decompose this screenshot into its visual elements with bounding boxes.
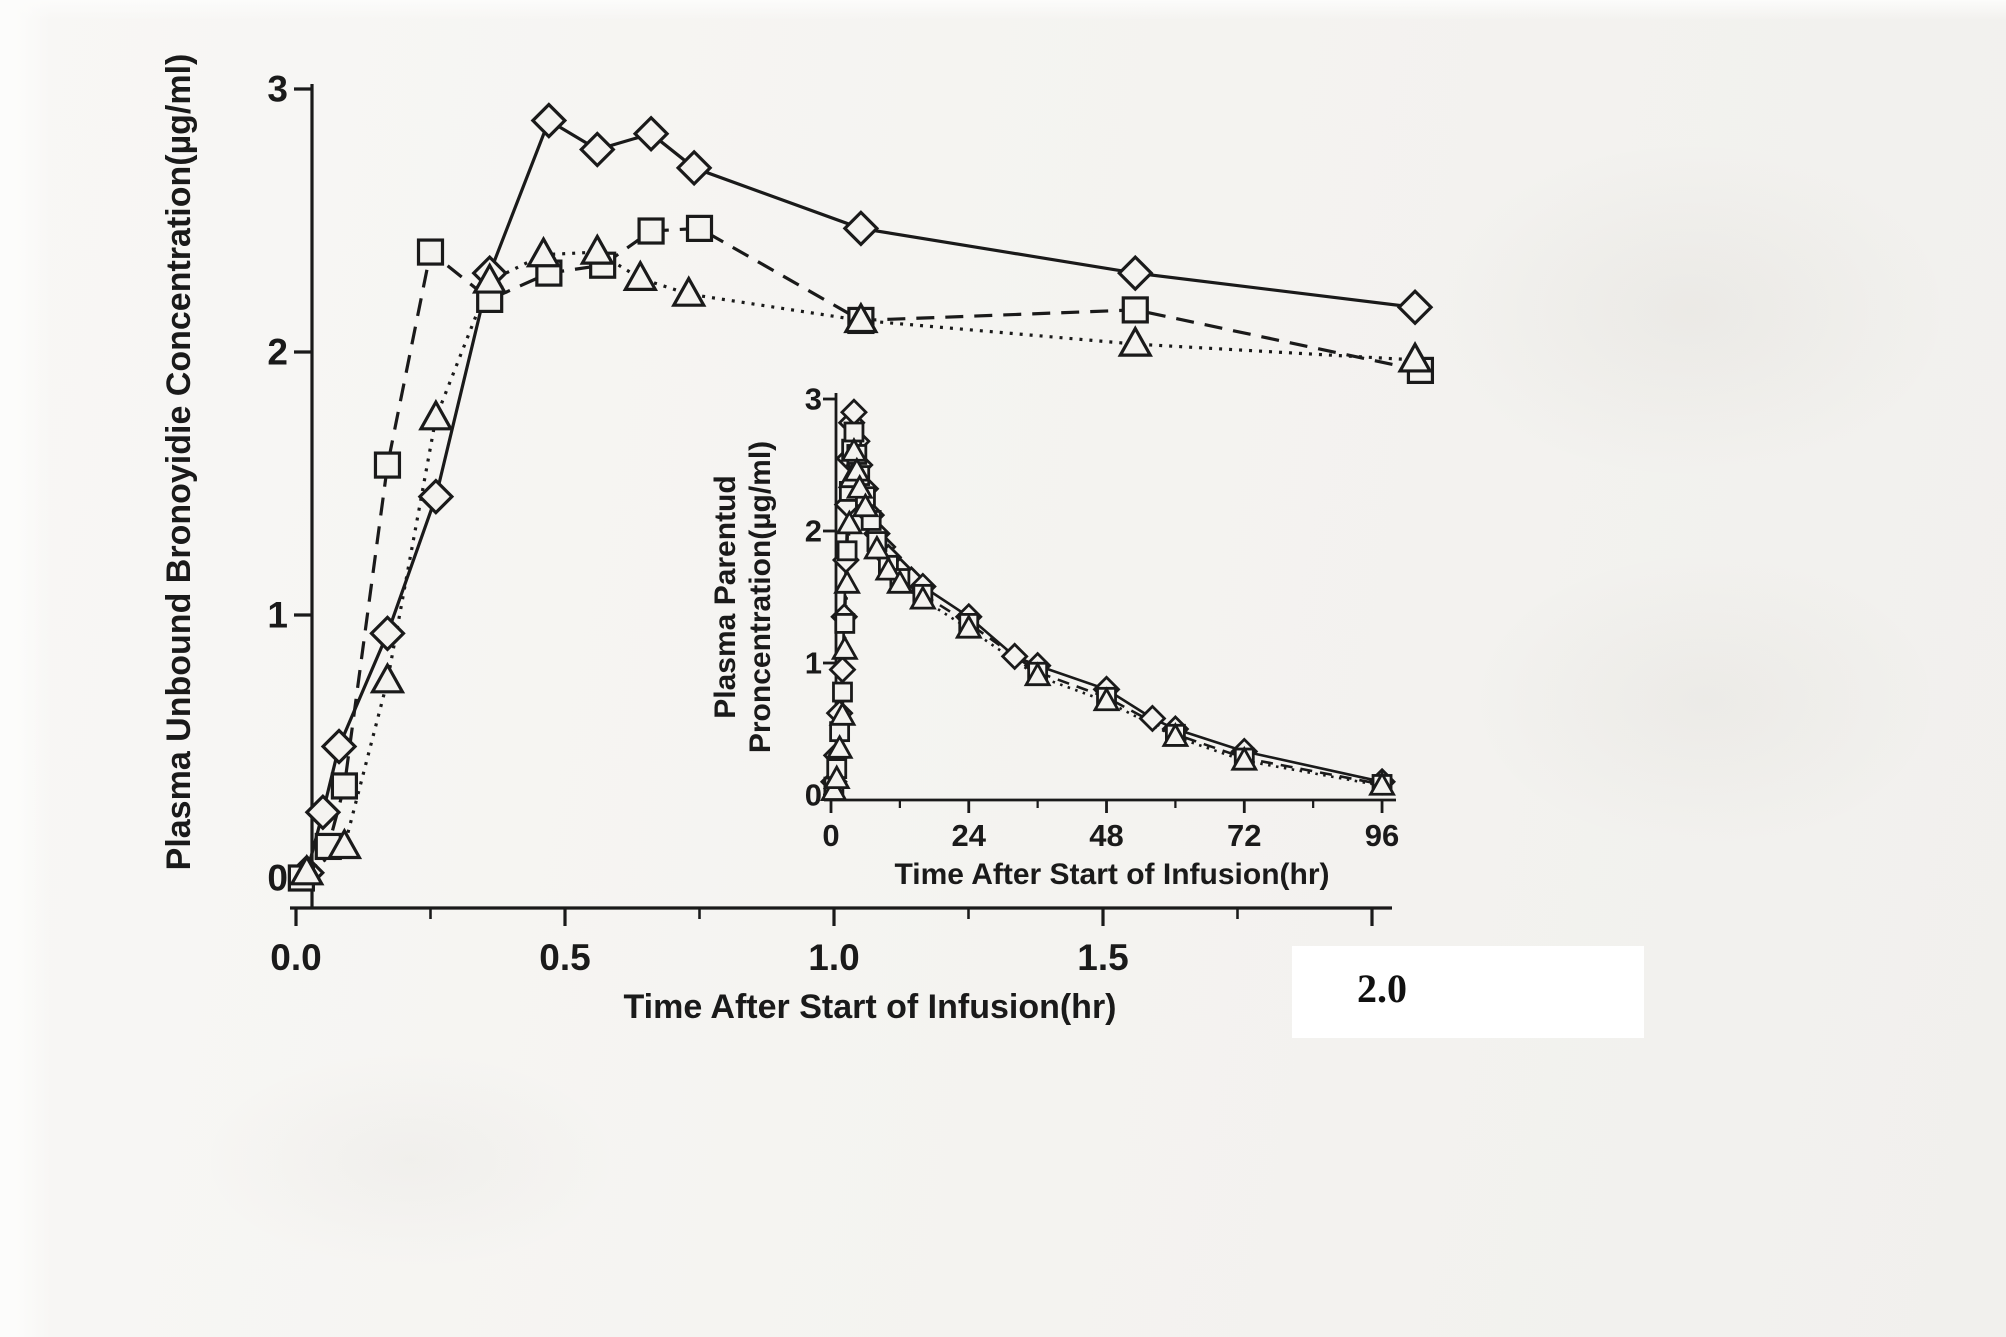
marker-triangle (1023, 661, 1052, 687)
marker-diamond (632, 115, 670, 152)
patch-overlay (1292, 946, 1644, 1038)
marker-triangle (471, 262, 508, 294)
marker-diamond (579, 131, 616, 168)
x-tick-label: 0 (822, 818, 839, 853)
marker-triangle (326, 827, 363, 860)
plots-layer: 0 1 2 3 0.0 0.5 1.0 1.5 0 1 2 3 0 24 48 72 96 (267, 69, 1435, 978)
marker-diamond (320, 728, 358, 765)
marker-triangle (835, 509, 864, 535)
marker-triangle (1161, 722, 1190, 747)
marker-triangle (671, 275, 707, 307)
chart-inset: 0 1 2 3 0 24 48 72 96 (805, 382, 1400, 853)
inset-y-axis-title-line1: Plasma Parentud (709, 475, 742, 718)
y-tick-label: 2 (805, 514, 822, 549)
marker-triangle (908, 584, 937, 610)
y-tick-label: 3 (805, 382, 822, 417)
marker-triangle (843, 301, 879, 334)
x-tick-label: 1.0 (808, 937, 859, 978)
series-line-square (832, 431, 1383, 788)
marker-square (330, 772, 359, 800)
marker-square (373, 451, 402, 479)
x-tick-label: 48 (1089, 818, 1123, 853)
y-tick-label: 0 (805, 778, 822, 813)
x-tick-label: 96 (1365, 818, 1399, 853)
marker-triangle (622, 259, 659, 292)
y-tick-label: 1 (267, 595, 288, 636)
marker-triangle (579, 233, 615, 265)
marker-triangle (845, 473, 874, 499)
marker-triangle (1117, 325, 1153, 357)
marker-diamond (675, 149, 713, 187)
marker-triangle (828, 700, 857, 726)
marker-diamond (828, 655, 857, 684)
marker-triangle (885, 568, 914, 594)
marker-triangle (819, 776, 848, 801)
marker-triangle (1368, 770, 1396, 796)
marker-square (416, 238, 445, 266)
marker-diamond (369, 615, 406, 652)
y-tick-label: 3 (267, 69, 288, 110)
marker-triangle (840, 436, 868, 462)
x-tick-label: 0.0 (270, 937, 321, 978)
marker-triangle (863, 534, 891, 560)
marker-triangle (1230, 745, 1259, 771)
marker-square (685, 214, 714, 242)
marker-square (637, 217, 665, 245)
marker-triangle (1092, 686, 1121, 712)
marker-triangle (825, 733, 854, 759)
y-tick-label: 1 (805, 646, 822, 681)
marker-diamond (1117, 254, 1154, 292)
marker-square (836, 540, 858, 562)
marker-triangle (418, 398, 454, 431)
x-tick-label: 72 (1227, 818, 1261, 853)
marker-square (832, 681, 853, 703)
main-x-axis-title: Time After Start of Infusion(hr) (624, 988, 1117, 1026)
marker-diamond (842, 210, 880, 247)
inset-y-axis-title-line2: Proncentration(µg/ml) (744, 441, 777, 753)
y-tick-label: 0 (267, 858, 288, 899)
series-line-triangle (832, 451, 1383, 792)
marker-diamond (1396, 289, 1434, 326)
chart-main: 0 1 2 3 0.0 0.5 1.0 1.5 (267, 69, 1435, 978)
marker-triangle (851, 492, 880, 518)
marker-square (834, 613, 856, 634)
marker-diamond (1138, 704, 1167, 733)
marker-triangle (954, 613, 983, 639)
main-y-axis-title: Plasma Unbound Bronoyidie Concentration(… (160, 54, 198, 871)
y-tick-label: 2 (267, 332, 288, 373)
marker-triangle (833, 568, 861, 594)
marker-triangle (289, 853, 325, 886)
x-tick-label: 0.5 (539, 937, 590, 978)
marker-diamond (530, 102, 568, 139)
marker-triangle (525, 235, 562, 268)
marker-square (1121, 296, 1149, 324)
marker-diamond (417, 478, 455, 515)
patched-tick-label: 2.0 (1357, 966, 1407, 1011)
marker-triangle (369, 661, 406, 694)
x-tick-label: 24 (952, 818, 987, 853)
marker-triangle (822, 764, 851, 790)
marker-triangle (1397, 341, 1433, 373)
marker-diamond (1000, 642, 1029, 671)
inset-x-axis-title: Time After Start of Infusion(hr) (895, 858, 1330, 891)
marker-triangle (830, 634, 859, 660)
x-tick-label: 1.5 (1077, 937, 1128, 978)
marker-triangle (874, 555, 903, 581)
marker-diamond (304, 793, 342, 831)
